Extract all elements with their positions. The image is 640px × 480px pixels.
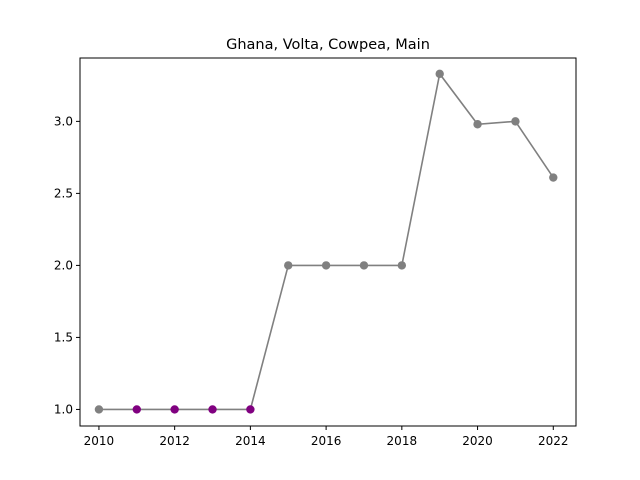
- data-point: [208, 405, 217, 414]
- data-point: [321, 261, 331, 270]
- plot-area: [79, 57, 577, 427]
- axis-ticks: 2010 2012 2014 2016 2018 2020 2022 1.0 1.5 2.0 2.5…: [54, 114, 569, 448]
- data-point: [132, 405, 141, 414]
- chart-title: Ghana, Volta, Cowpea, Main: [226, 37, 430, 53]
- data-point: [284, 261, 293, 270]
- x-tick-label: 2010: [84, 434, 115, 448]
- data-point: [170, 405, 179, 414]
- data-point: [511, 117, 520, 126]
- x-tick-label: 2012: [159, 434, 190, 448]
- x-tick-label: 2018: [387, 434, 418, 448]
- data-point: [473, 120, 482, 129]
- x-tick-label: 2022: [538, 434, 569, 448]
- y-tick-label: 2.5: [54, 186, 73, 200]
- data-point: [549, 173, 558, 182]
- data-point: [397, 261, 407, 270]
- y-tick-label: 2.0: [54, 258, 73, 272]
- data-point: [246, 405, 255, 414]
- series-layer: [94, 69, 558, 414]
- data-point: [94, 405, 104, 414]
- x-tick-label: 2014: [235, 434, 266, 448]
- y-tick-label: 3.0: [54, 114, 73, 128]
- x-tick-label: 2020: [462, 434, 493, 448]
- y-tick-label: 1.0: [54, 402, 73, 416]
- data-point: [359, 261, 369, 270]
- x-tick-label: 2016: [311, 434, 342, 448]
- y-tick-label: 1.5: [54, 330, 73, 344]
- data-point: [435, 69, 444, 79]
